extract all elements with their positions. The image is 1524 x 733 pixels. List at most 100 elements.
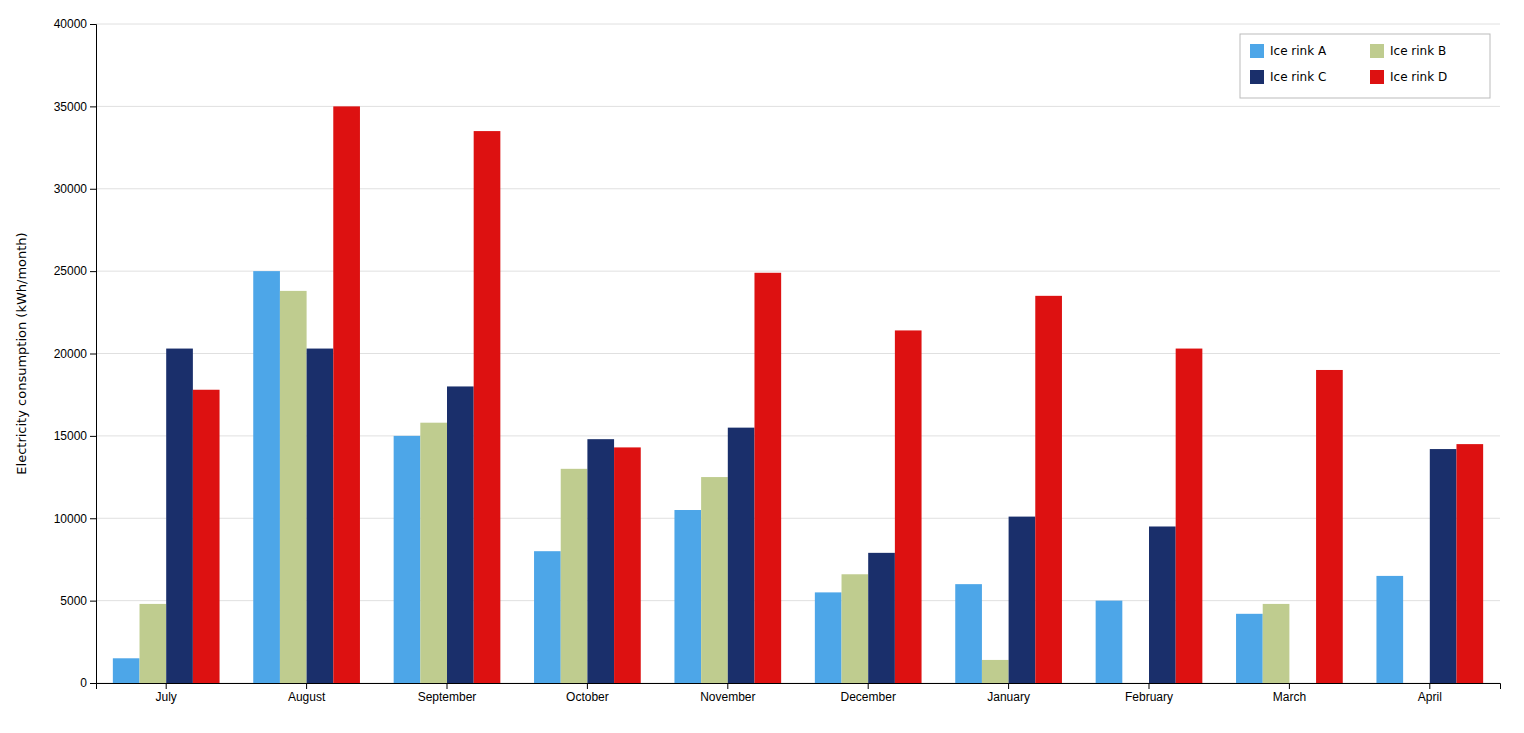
- legend-swatch: [1370, 70, 1384, 84]
- x-tick-label: February: [1125, 690, 1173, 704]
- grid-line: [96, 188, 1500, 189]
- y-tick: 0: [80, 676, 96, 690]
- x-tick-mark: [1429, 683, 1430, 689]
- x-tick: April: [1418, 683, 1442, 704]
- bar: [561, 469, 588, 683]
- y-tick: 20000: [54, 347, 96, 361]
- x-tick: July: [156, 683, 177, 704]
- x-tick-label: October: [566, 690, 609, 704]
- bar: [1096, 601, 1123, 683]
- x-tick-mark: [587, 683, 588, 689]
- y-tick-mark: [90, 601, 96, 602]
- y-tick-mark: [90, 518, 96, 519]
- legend-swatch: [1250, 70, 1264, 84]
- y-tick-label: 15000: [54, 429, 88, 443]
- bar: [1376, 576, 1403, 683]
- bar: [1009, 517, 1036, 683]
- legend-entry: Ice rink B: [1370, 44, 1446, 59]
- y-tick-mark: [90, 24, 96, 25]
- x-tick-label: September: [418, 690, 477, 704]
- bar: [534, 551, 561, 683]
- y-tick-mark: [90, 189, 96, 190]
- y-tick-mark: [90, 436, 96, 437]
- bar-series: [140, 291, 1290, 683]
- legend-label: Ice rink C: [1270, 70, 1326, 84]
- x-tick-mark: [447, 683, 448, 689]
- y-tick: 15000: [54, 429, 96, 443]
- y-tick-label: 30000: [54, 182, 88, 196]
- x-tick-mark: [306, 683, 307, 689]
- bar: [307, 349, 334, 683]
- y-tick: 5000: [60, 594, 96, 608]
- bar: [1236, 614, 1263, 683]
- bar: [1403, 683, 1430, 684]
- bar: [447, 386, 474, 683]
- bar: [474, 131, 501, 683]
- y-tick: 25000: [54, 264, 96, 278]
- x-tick: October: [566, 683, 609, 704]
- bar: [1149, 526, 1176, 683]
- y-tick-mark: [90, 354, 96, 355]
- legend-label: Ice rink B: [1390, 44, 1446, 58]
- plot-area: July August September October November Decemb…: [54, 17, 1501, 703]
- bars: [113, 106, 1483, 683]
- bar: [614, 447, 641, 683]
- legend-entry: Ice rink A: [1250, 44, 1327, 59]
- bar: [113, 658, 140, 683]
- legend-label: Ice rink A: [1270, 44, 1327, 58]
- x-tick-label: March: [1273, 690, 1306, 704]
- bar: [1289, 683, 1316, 684]
- legend-frame: [1240, 34, 1490, 98]
- x-tick: January: [987, 683, 1030, 704]
- y-tick-label: 40000: [54, 17, 88, 31]
- bar: [1176, 349, 1203, 683]
- bar: [394, 436, 421, 683]
- legend-swatch: [1250, 44, 1264, 58]
- bar: [140, 604, 167, 683]
- bar: [895, 330, 922, 683]
- y-tick: 30000: [54, 182, 96, 196]
- y-tick-mark: [90, 271, 96, 272]
- y-tick-label: 0: [80, 676, 87, 690]
- bar: [1456, 444, 1483, 683]
- bar: [955, 584, 982, 683]
- x-axis-line: [97, 684, 1501, 690]
- y-tick-label: 10000: [54, 512, 88, 526]
- bar: [815, 592, 842, 683]
- bar: [420, 423, 447, 683]
- bar: [701, 477, 728, 683]
- x-tick: August: [288, 683, 326, 704]
- x-tick-label: April: [1418, 690, 1442, 704]
- grid-line: [96, 24, 1500, 25]
- x-tick: February: [1125, 683, 1173, 704]
- y-tick-mark: [90, 106, 96, 107]
- x-tick: March: [1273, 683, 1306, 704]
- x-tick-mark: [868, 683, 869, 689]
- grid-line: [96, 106, 1500, 107]
- y-axis-title: Electricity consumption (kWh/month): [14, 232, 29, 474]
- bar: [1035, 296, 1062, 683]
- y-tick: 40000: [54, 17, 96, 31]
- legend-label: Ice rink D: [1390, 70, 1447, 84]
- x-tick: December: [841, 683, 896, 704]
- y-axis: 0500010000150002000025000300003500040000: [54, 17, 97, 690]
- y-axis-line: [90, 25, 97, 684]
- legend-swatch: [1370, 44, 1384, 58]
- y-tick-label: 25000: [54, 264, 88, 278]
- bar: [587, 439, 614, 683]
- y-tick-label: 20000: [54, 347, 88, 361]
- x-axis: July August September October November Decemb…: [97, 683, 1501, 704]
- x-tick: November: [700, 683, 755, 704]
- x-tick-mark: [1149, 683, 1150, 689]
- legend-entry: Ice rink C: [1250, 70, 1326, 85]
- bar: [1430, 449, 1457, 683]
- bar: [193, 390, 220, 683]
- grid-line: [96, 271, 1500, 272]
- x-tick-mark: [1008, 683, 1009, 689]
- bar: [754, 273, 781, 683]
- bar: [333, 106, 360, 683]
- bar: [674, 510, 701, 683]
- x-tick-label: December: [841, 690, 896, 704]
- bar: [253, 271, 280, 683]
- x-tick-label: August: [288, 690, 326, 704]
